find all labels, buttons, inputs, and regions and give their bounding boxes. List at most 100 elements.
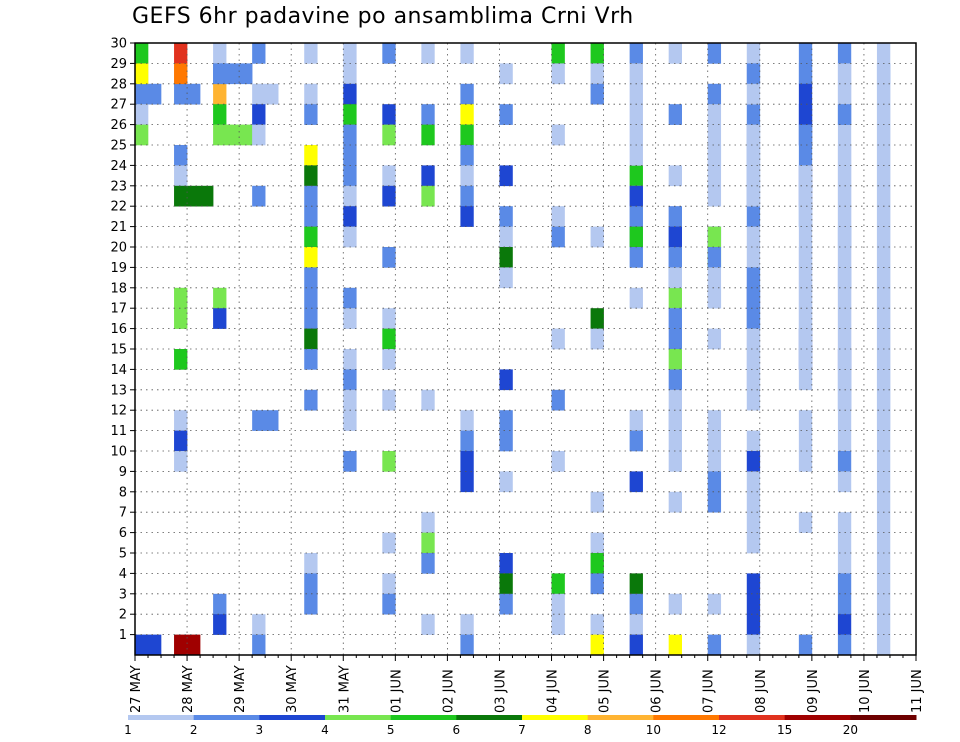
- heatmap-cell: [252, 124, 266, 146]
- heatmap-cell: [876, 369, 891, 391]
- colorbar-label: 20: [843, 723, 858, 737]
- heatmap-cell: [343, 83, 357, 105]
- heatmap-cell: [707, 328, 722, 350]
- heatmap-cell: [798, 287, 813, 309]
- y-tick-label: 29: [110, 57, 127, 72]
- heatmap-cell: [837, 83, 852, 105]
- heatmap-cell: [668, 267, 682, 289]
- heatmap-cell: [252, 104, 266, 125]
- heatmap-cell: [174, 83, 201, 105]
- heatmap-cell: [876, 573, 891, 595]
- heatmap-cell: [746, 83, 761, 105]
- heatmap-cell: [343, 369, 357, 391]
- y-tick-label: 25: [110, 139, 127, 154]
- heatmap-cell: [499, 165, 513, 187]
- heatmap-cell: [876, 267, 891, 289]
- heatmap-cell: [213, 83, 227, 105]
- heatmap-cell: [798, 104, 813, 125]
- heatmap-cell: [837, 226, 852, 248]
- heatmap-cell: [837, 328, 852, 350]
- heatmap-cell: [551, 451, 565, 472]
- heatmap-cell: [746, 328, 761, 350]
- x-tick-label: 04 JUN: [546, 669, 561, 713]
- heatmap-cell: [382, 247, 396, 268]
- heatmap-cell: [837, 532, 852, 554]
- heatmap-cell: [798, 634, 813, 656]
- heatmap-cell: [629, 287, 643, 309]
- y-tick-label: 6: [119, 526, 127, 541]
- heatmap-cell: [837, 104, 852, 125]
- heatmap-cell: [837, 634, 852, 656]
- heatmap-cell: [551, 573, 565, 595]
- heatmap-cell: [746, 614, 761, 635]
- y-tick-label: 10: [110, 445, 127, 460]
- heatmap-cell: [876, 471, 891, 493]
- heatmap-cell: [837, 267, 852, 289]
- heatmap-cell: [707, 104, 722, 125]
- heatmap-cell: [837, 614, 852, 635]
- heatmap-cell: [460, 614, 474, 635]
- heatmap-cell: [707, 247, 722, 268]
- y-tick-label: 15: [110, 343, 127, 358]
- heatmap-cell: [707, 165, 722, 187]
- x-tick-label: 28 MAY: [181, 665, 196, 713]
- heatmap-cell: [746, 634, 761, 656]
- heatmap-cell: [876, 614, 891, 635]
- heatmap-cell: [551, 226, 565, 248]
- colorbar-label: 10: [646, 723, 661, 737]
- heatmap-cell: [876, 206, 891, 227]
- heatmap-cell: [135, 124, 149, 146]
- heatmap-cell: [213, 43, 227, 64]
- heatmap-cell: [746, 471, 761, 493]
- heatmap-cell: [135, 43, 149, 64]
- heatmap-cell: [421, 124, 435, 146]
- heatmap-cell: [174, 308, 188, 329]
- x-tick-label: 07 JUN: [702, 669, 717, 713]
- heatmap-cell: [876, 165, 891, 187]
- heatmap-cell: [876, 185, 891, 207]
- heatmap-cell: [629, 247, 643, 268]
- heatmap-cell: [837, 165, 852, 187]
- heatmap-cell: [590, 532, 604, 554]
- colorbar-label: 8: [584, 723, 592, 737]
- heatmap-cell: [174, 349, 188, 370]
- heatmap-cell: [382, 185, 396, 207]
- heatmap-cell: [746, 308, 761, 329]
- heatmap-cell: [629, 226, 643, 248]
- heatmap-cell: [343, 43, 357, 64]
- heatmap-cell: [798, 410, 813, 431]
- heatmap-cell: [668, 165, 682, 187]
- heatmap-cell: [876, 63, 891, 85]
- heatmap-cell: [668, 634, 682, 656]
- heatmap-cell: [798, 165, 813, 187]
- heatmap-cell: [746, 165, 761, 187]
- heatmap-cell: [382, 43, 396, 64]
- heatmap-cell: [590, 634, 604, 656]
- heatmap-cell: [707, 267, 722, 289]
- heatmap-cell: [213, 63, 227, 85]
- heatmap-cell: [668, 247, 682, 268]
- y-tick-label: 1: [119, 628, 127, 643]
- heatmap-cell: [837, 185, 852, 207]
- heatmap-cell: [798, 328, 813, 350]
- heatmap-cell: [304, 349, 318, 370]
- heatmap-cell: [343, 63, 357, 85]
- heatmap-cell: [499, 553, 513, 574]
- y-tick-label: 9: [119, 465, 127, 480]
- heatmap-cell: [460, 165, 474, 187]
- heatmap-cell: [668, 430, 682, 452]
- cells-layer: [135, 43, 891, 656]
- heatmap-cell: [135, 634, 162, 656]
- y-tick-label: 20: [110, 241, 127, 256]
- heatmap-cell: [746, 267, 761, 289]
- heatmap-cell: [837, 410, 852, 431]
- heatmap-cell: [837, 206, 852, 227]
- heatmap-cell: [382, 308, 396, 329]
- heatmap-cell: [174, 451, 188, 472]
- heatmap-cell: [707, 145, 722, 166]
- heatmap-cell: [798, 83, 813, 105]
- heatmap-cell: [707, 287, 722, 309]
- colorbar-swatch: [850, 715, 917, 720]
- heatmap-cell: [551, 389, 565, 411]
- heatmap-cell: [460, 104, 474, 125]
